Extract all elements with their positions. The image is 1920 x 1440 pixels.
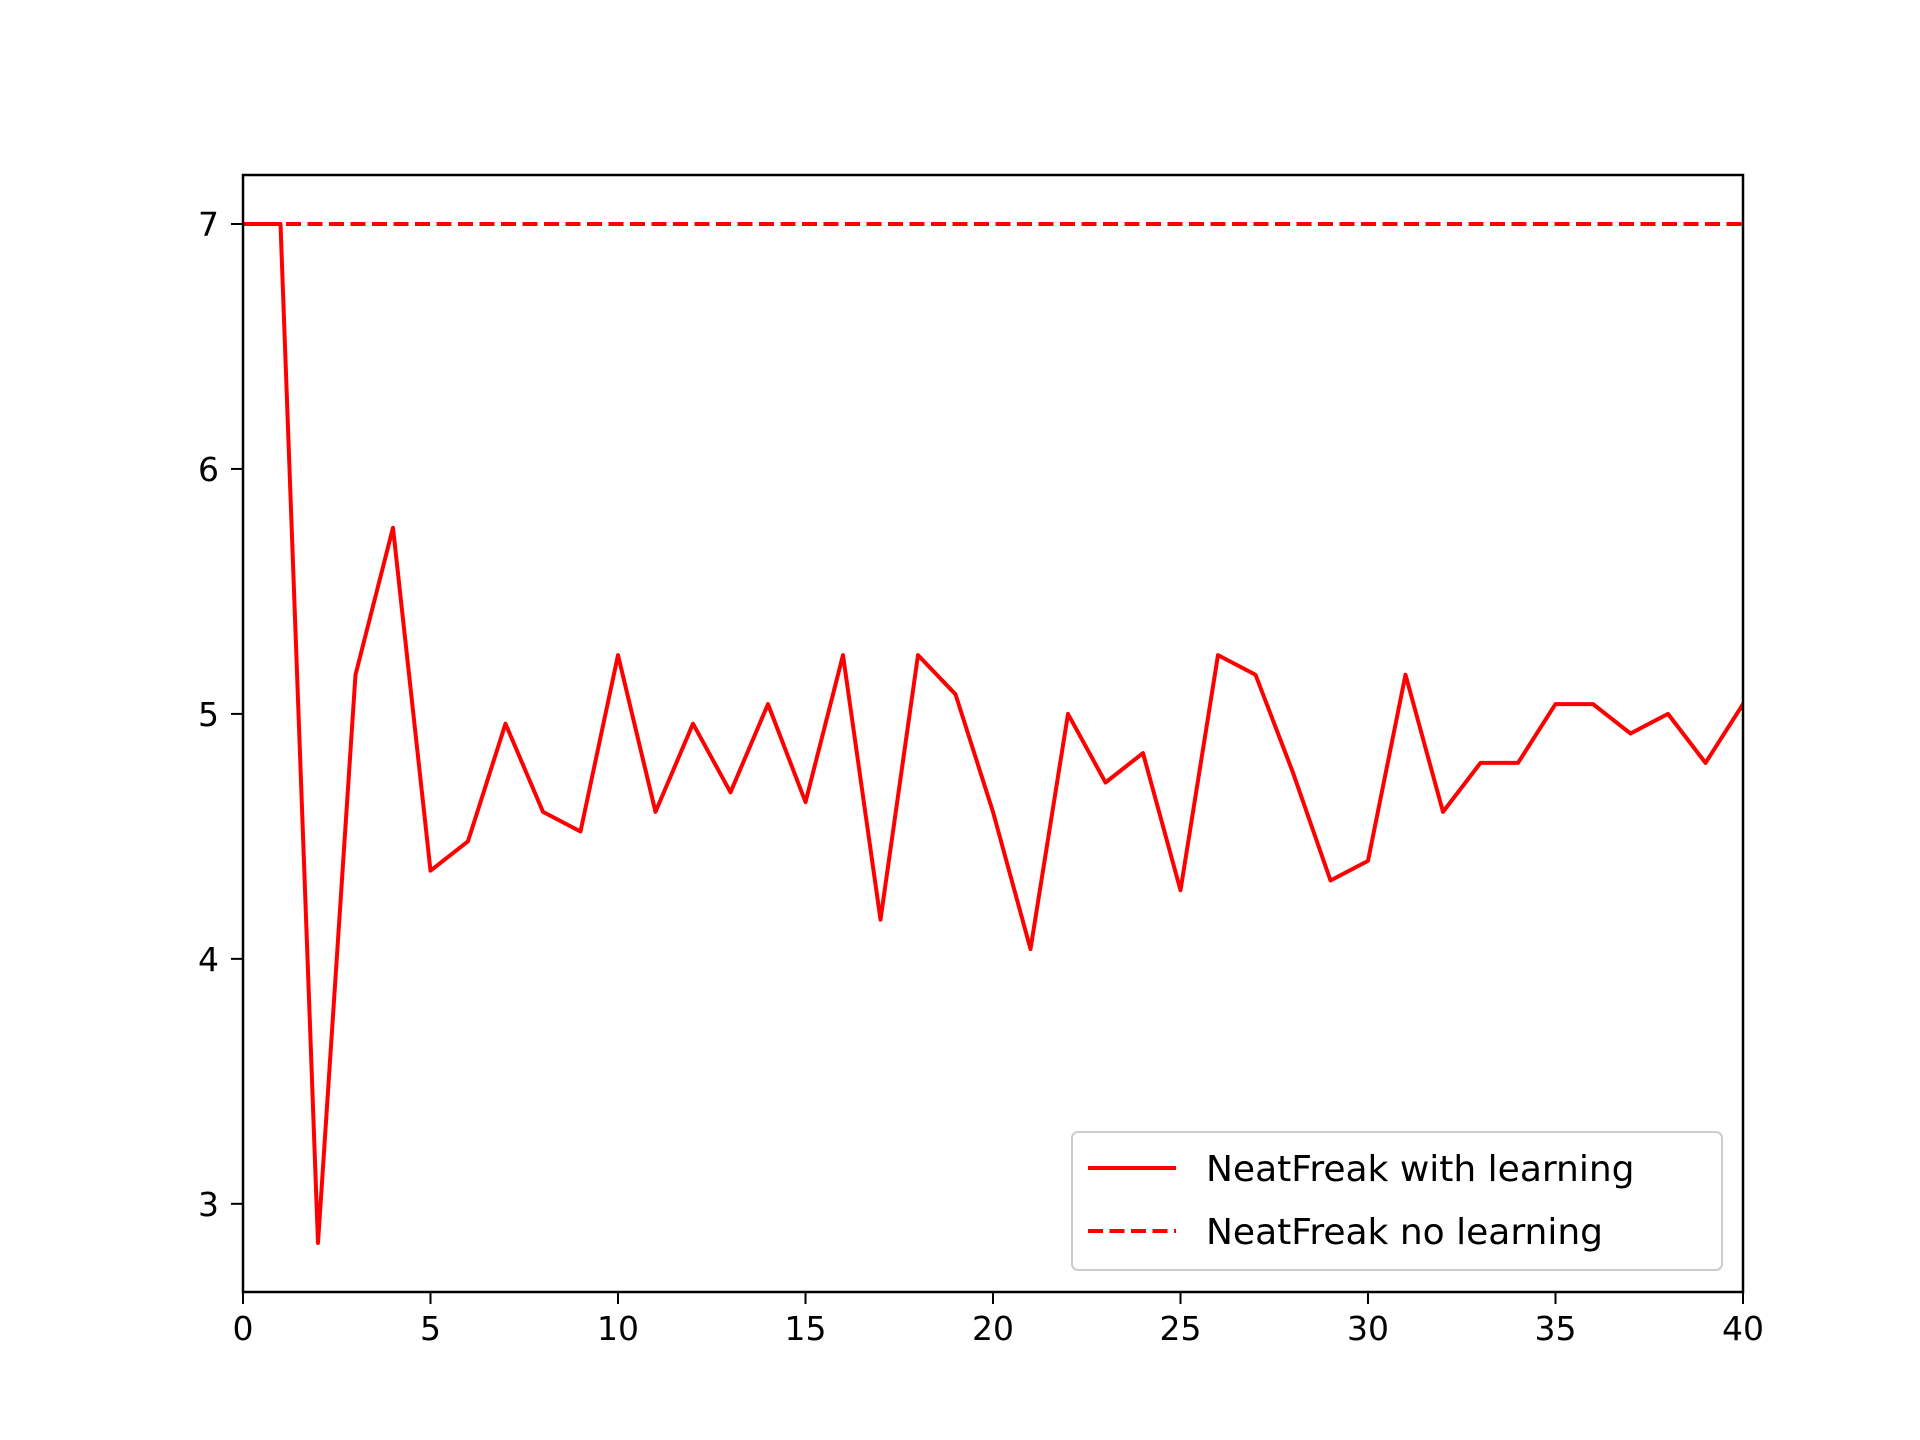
legend-label-2: NeatFreak no learning [1206, 1212, 1603, 1253]
y-tick-label: 7 [198, 205, 219, 244]
x-tick-label: 15 [785, 1309, 827, 1348]
x-tick-label: 35 [1535, 1309, 1577, 1348]
legend-box [1071, 1131, 1723, 1271]
legend-label-1: NeatFreak with learning [1206, 1149, 1635, 1190]
plot-layer [243, 221, 1743, 1246]
ticks-layer: 0 5 10 15 20 25 30 35 40 3 4 5 6 7 [198, 205, 1764, 1348]
x-tick-label: 10 [597, 1309, 639, 1348]
x-tick-label: 25 [1160, 1309, 1202, 1348]
series-line-1 [243, 221, 1743, 1246]
y-tick-label: 6 [198, 450, 219, 489]
plot-frame [241, 173, 1745, 1294]
x-tick-label: 5 [420, 1309, 441, 1348]
x-tick-label: 40 [1722, 1309, 1764, 1348]
y-tick-label: 3 [198, 1185, 219, 1224]
legend: NeatFreak with learning NeatFreak no lear… [1071, 1131, 1723, 1271]
x-tick-label: 30 [1347, 1309, 1389, 1348]
x-tick-label: 20 [972, 1309, 1014, 1348]
y-tick-label: 5 [198, 695, 219, 734]
x-tick-label: 0 [233, 1309, 254, 1348]
y-tick-label: 4 [198, 940, 219, 979]
